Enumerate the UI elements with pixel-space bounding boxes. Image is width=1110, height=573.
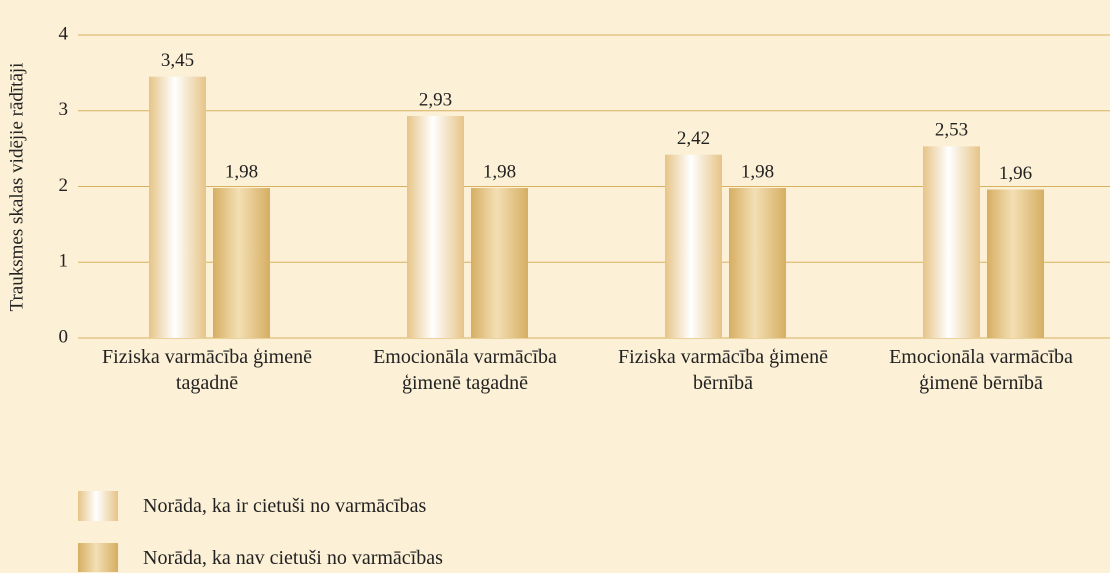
bar xyxy=(407,116,464,339)
value-label: 3,45 xyxy=(161,50,194,71)
y-tick-label: 1 xyxy=(59,251,69,272)
y-tick-label: 3 xyxy=(59,99,69,120)
y-axis-label: Trauksmes skalas vidējie rādītāji xyxy=(6,63,27,312)
value-label: 1,98 xyxy=(483,161,516,182)
value-label: 1,98 xyxy=(741,161,774,182)
y-tick-label: 4 xyxy=(59,23,69,44)
legend-swatch xyxy=(78,543,118,572)
y-tick-label: 2 xyxy=(59,175,69,196)
bar xyxy=(729,188,786,338)
y-tick-label: 0 xyxy=(59,326,69,347)
x-tick-label: Emocionāla varmācība ģimenē tagadnē xyxy=(373,346,557,394)
value-label: 1,98 xyxy=(225,161,258,182)
bar xyxy=(987,189,1044,338)
bar xyxy=(149,76,206,338)
x-tick-label: Fiziska varmācība ģimenē bērnībā xyxy=(618,346,828,394)
value-label: 2,42 xyxy=(677,128,710,149)
bar xyxy=(923,146,980,338)
value-label: 2,93 xyxy=(419,89,452,110)
x-tick-label: Fiziska varmācība ģimenē tagadnē xyxy=(102,346,312,394)
x-tick-label: Emocionāla varmācība ģimenē bērnībā xyxy=(889,346,1073,394)
legend-swatch xyxy=(78,491,118,521)
value-label: 1,96 xyxy=(999,163,1032,184)
legend-label: Norāda, ka nav cietuši no varmācības xyxy=(143,547,443,569)
value-label: 2,53 xyxy=(935,120,968,141)
bar xyxy=(665,154,722,338)
bar xyxy=(471,188,528,338)
bar xyxy=(213,188,270,338)
legend-label: Norāda, ka ir cietuši no varmācības xyxy=(143,495,427,517)
